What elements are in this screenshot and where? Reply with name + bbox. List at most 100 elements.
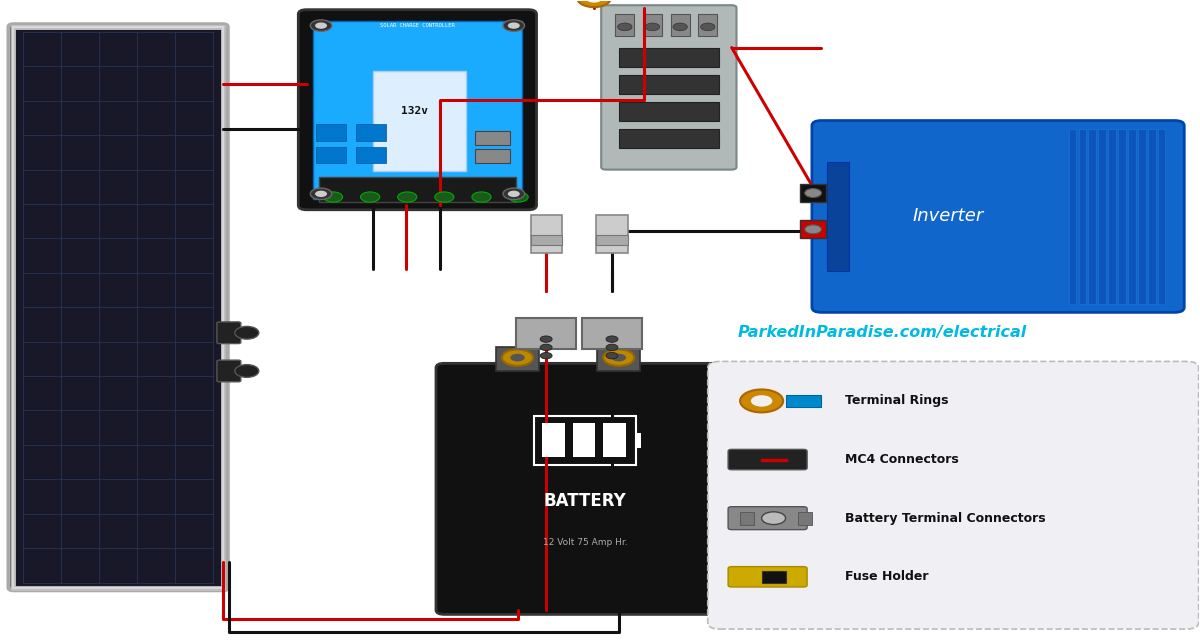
FancyBboxPatch shape xyxy=(601,5,737,170)
Circle shape xyxy=(604,349,635,366)
Bar xyxy=(1109,129,1116,304)
Bar xyxy=(616,14,635,36)
FancyBboxPatch shape xyxy=(217,360,241,382)
FancyBboxPatch shape xyxy=(217,322,241,344)
Bar xyxy=(1069,129,1076,304)
Circle shape xyxy=(509,192,528,202)
Text: MC4 Connectors: MC4 Connectors xyxy=(846,453,959,466)
Bar xyxy=(317,124,346,141)
Bar xyxy=(618,47,719,67)
Bar xyxy=(636,433,641,448)
Text: SOLAR CHARGE CONTROLLER: SOLAR CHARGE CONTROLLER xyxy=(380,23,455,28)
Circle shape xyxy=(311,20,332,31)
Bar xyxy=(516,318,576,349)
Circle shape xyxy=(311,188,332,200)
Circle shape xyxy=(646,23,660,31)
Bar xyxy=(1079,129,1086,304)
Circle shape xyxy=(618,23,632,31)
FancyBboxPatch shape xyxy=(436,364,734,614)
Bar xyxy=(1158,129,1165,304)
FancyBboxPatch shape xyxy=(728,449,808,470)
FancyBboxPatch shape xyxy=(728,566,808,587)
FancyBboxPatch shape xyxy=(708,362,1199,629)
Circle shape xyxy=(235,365,259,378)
Bar xyxy=(542,424,565,458)
Circle shape xyxy=(740,390,784,412)
Bar xyxy=(313,20,522,199)
Bar xyxy=(800,220,827,238)
Circle shape xyxy=(503,188,524,200)
Circle shape xyxy=(606,336,618,342)
Circle shape xyxy=(701,23,715,31)
FancyBboxPatch shape xyxy=(812,120,1184,312)
Circle shape xyxy=(540,344,552,351)
Bar xyxy=(604,424,625,458)
Bar xyxy=(800,184,827,202)
Circle shape xyxy=(673,23,688,31)
Text: Fuse Holder: Fuse Holder xyxy=(846,570,929,583)
Circle shape xyxy=(577,0,611,7)
Circle shape xyxy=(502,349,533,366)
Text: 12 Volt 75 Amp Hr.: 12 Volt 75 Amp Hr. xyxy=(542,538,628,547)
Bar xyxy=(1098,129,1106,304)
Circle shape xyxy=(751,395,773,406)
FancyBboxPatch shape xyxy=(299,10,536,210)
Bar xyxy=(596,215,628,253)
Circle shape xyxy=(316,22,328,29)
Bar xyxy=(828,162,848,271)
Circle shape xyxy=(508,22,520,29)
Bar xyxy=(671,14,690,36)
Bar xyxy=(355,124,385,141)
Bar xyxy=(1128,129,1136,304)
Bar xyxy=(355,147,385,163)
Circle shape xyxy=(434,192,454,202)
Circle shape xyxy=(606,353,618,359)
Text: Terminal Rings: Terminal Rings xyxy=(846,394,949,408)
Circle shape xyxy=(805,225,822,234)
FancyBboxPatch shape xyxy=(8,24,228,590)
Bar xyxy=(1118,129,1126,304)
Bar xyxy=(643,14,662,36)
Circle shape xyxy=(397,192,416,202)
Bar xyxy=(373,72,466,171)
Bar xyxy=(475,149,510,163)
Circle shape xyxy=(606,344,618,351)
Circle shape xyxy=(316,191,328,197)
Circle shape xyxy=(235,326,259,339)
Text: Inverter: Inverter xyxy=(913,207,984,225)
Circle shape xyxy=(805,189,822,198)
Bar xyxy=(530,236,562,246)
Circle shape xyxy=(540,336,552,342)
Bar xyxy=(1088,129,1097,304)
Circle shape xyxy=(762,512,786,525)
Text: Battery Terminal Connectors: Battery Terminal Connectors xyxy=(846,511,1046,525)
Bar xyxy=(786,394,822,407)
Bar xyxy=(317,147,346,163)
Circle shape xyxy=(510,354,524,362)
Circle shape xyxy=(612,354,626,362)
Circle shape xyxy=(540,353,552,359)
Bar xyxy=(798,512,812,525)
Bar xyxy=(496,347,539,371)
Bar xyxy=(475,131,510,145)
Circle shape xyxy=(508,191,520,197)
Bar xyxy=(572,424,595,458)
Circle shape xyxy=(472,192,491,202)
Text: BATTERY: BATTERY xyxy=(544,492,626,510)
Bar xyxy=(698,14,718,36)
Bar xyxy=(596,236,628,246)
Circle shape xyxy=(360,192,379,202)
Text: ParkedInParadise.com/electrical: ParkedInParadise.com/electrical xyxy=(738,325,1027,340)
Bar xyxy=(618,75,719,94)
Bar xyxy=(319,177,516,202)
Bar xyxy=(530,215,562,253)
Bar xyxy=(1138,129,1146,304)
Bar xyxy=(598,347,641,371)
Text: 132v: 132v xyxy=(402,106,428,116)
Bar xyxy=(740,512,755,525)
Bar xyxy=(762,571,786,582)
Bar xyxy=(13,27,223,588)
Bar xyxy=(13,27,223,588)
Bar xyxy=(534,416,636,465)
Bar xyxy=(582,318,642,349)
